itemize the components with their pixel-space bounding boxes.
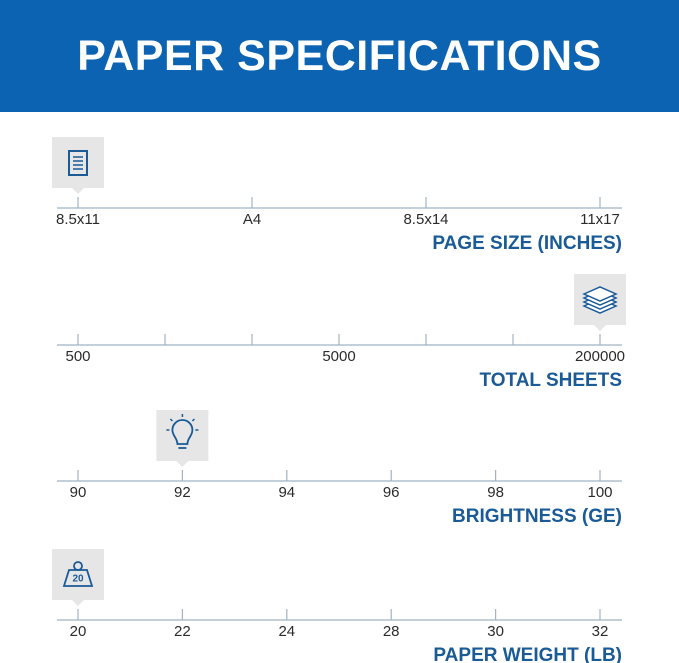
tick-label: 32 [592, 623, 609, 640]
scale-title: PAGE SIZE (INCHES) [432, 233, 622, 254]
scale-title: TOTAL SHEETS [479, 370, 622, 391]
header-title: PAPER SPECIFICATIONS [77, 32, 602, 80]
icon-shape [582, 286, 618, 302]
tick-label: 94 [278, 484, 295, 501]
tick-label: 11x17 [580, 211, 620, 228]
tick-label: 92 [174, 484, 191, 501]
tick-label: 5000 [322, 348, 355, 365]
tick-label: 20 [70, 623, 87, 640]
scale-title: BRIGHTNESS (GE) [452, 506, 622, 527]
tick-label: A4 [243, 211, 261, 228]
tick-label: 100 [587, 484, 612, 501]
icon-shape [68, 150, 88, 176]
tick-label: 96 [383, 484, 400, 501]
icon-shape [62, 569, 94, 587]
icon-label: 20 [72, 574, 84, 585]
scale: 8.5x11 A4 8.5x14 11x17 PAGE SIZE (INCHES) [52, 137, 622, 254]
tick-label: 200000 [575, 348, 625, 365]
tick-label: 8.5x11 [56, 211, 100, 228]
tick-label: 24 [278, 623, 295, 640]
icon-shape [191, 418, 195, 422]
tick-label: 90 [70, 484, 87, 501]
tick-label: 500 [65, 348, 90, 365]
tick-label: 30 [487, 623, 504, 640]
scale: 20 22 24 28 30 32 20 PAPER WEIGHT (LB) [52, 549, 622, 663]
scale-title: PAPER WEIGHT (LB) [433, 645, 622, 663]
icon-shape [169, 418, 173, 422]
marker-box [156, 410, 209, 467]
tick-label: 28 [383, 623, 400, 640]
tick-label: 8.5x14 [403, 211, 448, 228]
tick-label: 98 [487, 484, 504, 501]
scale: 500 5000 200000 TOTAL SHEETS [57, 274, 626, 391]
icon-shape [171, 419, 194, 445]
tick-label: 22 [174, 623, 191, 640]
header: PAPER SPECIFICATIONS [0, 0, 679, 112]
scale: 90 92 94 96 98 100 BRIGHTNESS (GE) [57, 410, 622, 527]
marker-box [52, 549, 104, 606]
